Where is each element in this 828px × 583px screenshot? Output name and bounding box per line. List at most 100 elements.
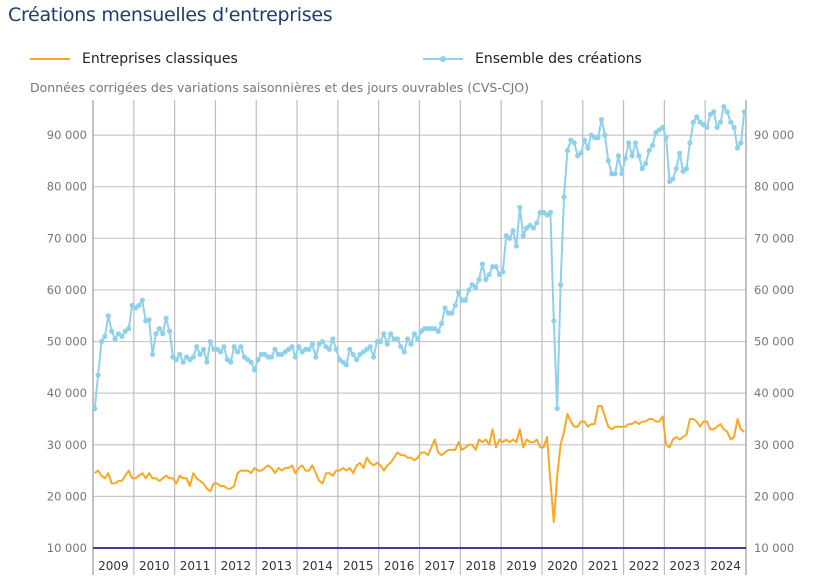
data-point [381, 331, 387, 337]
x-tick-label: 2012 [221, 559, 252, 573]
data-point [194, 344, 200, 350]
data-point [728, 119, 734, 125]
data-point [173, 357, 179, 363]
x-tick-label: 2021 [588, 559, 619, 573]
data-point [673, 166, 679, 172]
data-point [677, 150, 683, 156]
x-tick-label: 2014 [302, 559, 333, 573]
data-point [126, 326, 132, 332]
chart-subtitle: Données corrigées des variations saisonn… [30, 80, 529, 95]
data-point [500, 269, 506, 275]
data-point [517, 204, 523, 210]
data-point [741, 109, 747, 115]
data-point [473, 284, 479, 290]
data-point [462, 297, 469, 303]
data-point [105, 313, 111, 319]
legend-item-entreprises-classiques[interactable]: Entreprises classiques [30, 51, 238, 67]
y-tick-label-left: 50 000 [47, 335, 87, 349]
data-point [602, 132, 608, 138]
x-tick-label: 2022 [629, 559, 660, 573]
data-point [326, 346, 332, 352]
data-point [690, 119, 696, 125]
data-point [629, 153, 635, 159]
data-point [353, 357, 360, 363]
data-point [139, 297, 145, 303]
data-point [694, 114, 700, 120]
data-point [734, 145, 741, 151]
y-tick-label-left: 20 000 [47, 489, 87, 503]
data-point [483, 277, 489, 283]
chart-title: Créations mensuelles d'entreprises [8, 4, 333, 26]
data-point [180, 359, 186, 365]
data-point [268, 354, 275, 360]
data-point [384, 341, 390, 347]
data-point [408, 341, 414, 347]
data-point [319, 338, 326, 345]
data-point [520, 233, 526, 239]
data-point [636, 153, 642, 159]
legend-line-orange-icon [30, 58, 70, 60]
y-tick-label-left: 30 000 [47, 438, 87, 452]
data-point [306, 346, 312, 352]
data-point [711, 109, 717, 115]
data-point [456, 289, 462, 296]
y-tick-label-left: 70 000 [47, 231, 87, 245]
data-point [439, 320, 445, 327]
data-point [163, 315, 169, 321]
data-point [234, 349, 241, 355]
data-point [670, 176, 676, 182]
y-tick-label-right: 30 000 [754, 438, 794, 452]
data-point [435, 328, 441, 334]
y-tick-label-right: 90 000 [754, 128, 794, 142]
data-point [731, 124, 737, 130]
y-tick-label-left: 60 000 [47, 283, 87, 297]
y-tick-label-right: 80 000 [754, 180, 794, 194]
data-point [626, 140, 632, 146]
data-point [149, 351, 156, 358]
y-tick-label-right: 50 000 [754, 335, 794, 349]
x-tick-label: 2020 [547, 559, 578, 573]
data-point [649, 142, 656, 149]
data-point [687, 140, 693, 146]
data-point [585, 145, 591, 151]
data-point [292, 354, 298, 360]
data-point [578, 150, 584, 156]
data-point [370, 354, 377, 360]
data-point [309, 341, 315, 347]
legend-item-ensemble-des-creations[interactable]: Ensemble des créations [423, 51, 642, 67]
data-point [534, 220, 540, 226]
x-tick-label: 2017 [425, 559, 456, 573]
data-point [197, 351, 203, 358]
data-point [377, 338, 383, 345]
data-point [387, 331, 394, 337]
data-point [632, 140, 639, 146]
data-point [313, 354, 319, 360]
data-point [112, 336, 118, 342]
data-point [289, 344, 295, 350]
data-point [136, 302, 142, 309]
y-tick-label-left: 90 000 [47, 128, 87, 142]
data-point [507, 235, 513, 241]
data-point [367, 344, 373, 350]
y-tick-label-right: 40 000 [754, 386, 794, 400]
data-point [231, 344, 237, 350]
data-point [238, 344, 244, 350]
x-tick-label: 2019 [506, 559, 537, 573]
data-point [204, 359, 210, 365]
data-point [717, 119, 724, 125]
data-point [595, 135, 601, 141]
data-point [466, 287, 472, 293]
data-point [558, 282, 564, 288]
data-point [663, 135, 669, 141]
data-point [683, 166, 690, 172]
data-point [411, 331, 417, 337]
data-point [513, 243, 520, 249]
data-point [95, 372, 101, 378]
data-point [109, 328, 115, 334]
x-tick-label: 2011 [180, 559, 211, 573]
y-tick-label-left: 40 000 [47, 386, 87, 400]
data-point [442, 305, 448, 311]
y-tick-label-right: 10 000 [754, 541, 794, 555]
data-point [200, 346, 207, 352]
